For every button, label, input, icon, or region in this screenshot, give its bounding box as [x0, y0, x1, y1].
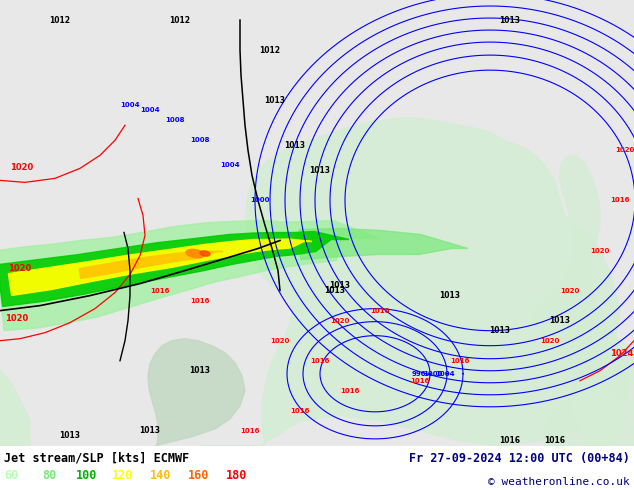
Polygon shape — [0, 371, 30, 446]
Polygon shape — [571, 379, 625, 446]
Text: 1004: 1004 — [140, 107, 160, 113]
Text: 1004: 1004 — [220, 162, 240, 169]
Text: 1012: 1012 — [259, 46, 280, 54]
Text: 1020: 1020 — [330, 318, 350, 324]
Text: 1016: 1016 — [340, 388, 359, 394]
Polygon shape — [0, 231, 349, 306]
Text: 140: 140 — [150, 469, 171, 483]
Text: 1016: 1016 — [290, 408, 309, 414]
Text: 1008: 1008 — [165, 117, 184, 123]
Text: 1013: 1013 — [60, 431, 81, 441]
Ellipse shape — [186, 249, 204, 258]
Polygon shape — [200, 118, 630, 446]
Text: © weatheronline.co.uk: © weatheronline.co.uk — [488, 477, 630, 487]
Polygon shape — [0, 220, 379, 330]
Text: 1016: 1016 — [150, 288, 170, 294]
Text: 1000: 1000 — [423, 371, 443, 377]
Text: 100: 100 — [76, 469, 98, 483]
Ellipse shape — [200, 251, 210, 256]
Text: 1013: 1013 — [139, 426, 160, 436]
Text: 120: 120 — [112, 469, 133, 483]
Text: 1013: 1013 — [500, 16, 521, 24]
Text: 996: 996 — [411, 371, 426, 377]
Text: 1008: 1008 — [190, 137, 210, 143]
Text: 1016: 1016 — [370, 308, 390, 314]
Text: 1013: 1013 — [309, 166, 330, 175]
Text: 1020: 1020 — [590, 247, 610, 253]
Text: 1013: 1013 — [325, 286, 346, 295]
Text: 1016: 1016 — [310, 358, 330, 364]
Text: 1012: 1012 — [49, 16, 70, 24]
Text: 1020: 1020 — [5, 314, 29, 322]
Text: 1013: 1013 — [489, 326, 510, 335]
Text: 1016: 1016 — [240, 428, 260, 434]
Text: 1024: 1024 — [610, 349, 633, 358]
Text: 1013: 1013 — [330, 281, 351, 290]
Text: 1013: 1013 — [439, 291, 460, 300]
Text: 1020: 1020 — [10, 163, 33, 172]
Text: 1016: 1016 — [611, 197, 630, 203]
Text: Fr 27-09-2024 12:00 UTC (00+84): Fr 27-09-2024 12:00 UTC (00+84) — [409, 452, 630, 465]
Polygon shape — [299, 228, 468, 260]
Text: 60: 60 — [4, 469, 18, 483]
Polygon shape — [8, 239, 312, 295]
Text: 1013: 1013 — [285, 141, 306, 150]
Text: 1020: 1020 — [540, 338, 560, 343]
Text: 1016: 1016 — [450, 358, 470, 364]
Text: 1016: 1016 — [410, 378, 430, 384]
Polygon shape — [148, 339, 245, 446]
Text: 160: 160 — [188, 469, 209, 483]
Text: 1020: 1020 — [270, 338, 290, 343]
Text: 1020: 1020 — [8, 264, 31, 272]
Polygon shape — [534, 155, 634, 446]
Text: 1000: 1000 — [250, 197, 269, 203]
Text: 1016: 1016 — [190, 297, 210, 304]
Text: 80: 80 — [42, 469, 56, 483]
Polygon shape — [79, 251, 223, 278]
Text: 1013: 1013 — [550, 316, 571, 325]
Text: 1004: 1004 — [120, 102, 140, 108]
Text: 1013: 1013 — [190, 366, 210, 375]
Text: 1016: 1016 — [545, 437, 566, 445]
Text: 1016: 1016 — [500, 437, 521, 445]
Text: 180: 180 — [226, 469, 247, 483]
Text: 1013: 1013 — [264, 96, 285, 105]
Text: Jet stream/SLP [kts] ECMWF: Jet stream/SLP [kts] ECMWF — [4, 452, 190, 465]
Text: 1012: 1012 — [169, 16, 190, 24]
Text: 1020: 1020 — [560, 288, 579, 294]
Text: 1004: 1004 — [436, 371, 455, 377]
Text: 1020: 1020 — [616, 147, 634, 153]
